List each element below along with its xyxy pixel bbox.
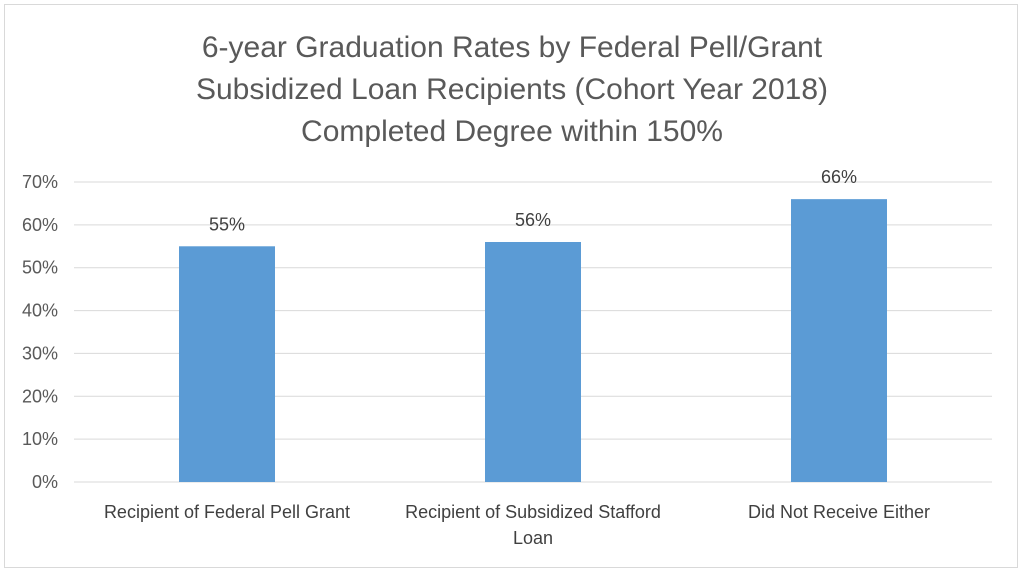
y-tick-label: 50%: [22, 258, 58, 278]
bar: [179, 246, 275, 482]
chart-title: 6-year Graduation Rates by Federal Pell/…: [5, 27, 1019, 153]
y-axis: 0% 10% 20% 30% 40% 50% 60% 70%: [22, 172, 58, 492]
chart-title-line-2: Subsidized Loan Recipients (Cohort Year …: [195, 73, 829, 106]
x-axis: Recipient of Federal Pell Grant Recipient…: [104, 502, 930, 548]
bar-data-label: 55%: [209, 214, 245, 234]
bars: [179, 199, 887, 482]
x-category-label: Did Not Receive Either: [748, 502, 930, 522]
x-category-label: Recipient of Subsidized Stafford: [405, 502, 661, 522]
data-labels: 55% 56% 66%: [209, 167, 857, 234]
y-tick-label: 40%: [22, 301, 58, 321]
x-category-label: Recipient of Federal Pell Grant: [104, 502, 350, 522]
y-tick-label: 70%: [22, 172, 58, 192]
x-category-label: Loan: [513, 528, 553, 548]
chart-title-line-3: Completed Degree within 150%: [301, 115, 723, 148]
bar-data-label: 56%: [515, 210, 551, 230]
chart-title-line-1: 6-year Graduation Rates by Federal Pell/…: [201, 31, 823, 64]
y-tick-label: 10%: [22, 429, 58, 449]
y-tick-label: 60%: [22, 215, 58, 235]
bar-data-label: 66%: [821, 167, 857, 187]
y-tick-label: 20%: [22, 386, 58, 406]
y-tick-label: 30%: [22, 343, 58, 363]
bar: [485, 242, 581, 482]
bar: [791, 199, 887, 482]
y-tick-label: 0%: [32, 472, 58, 492]
